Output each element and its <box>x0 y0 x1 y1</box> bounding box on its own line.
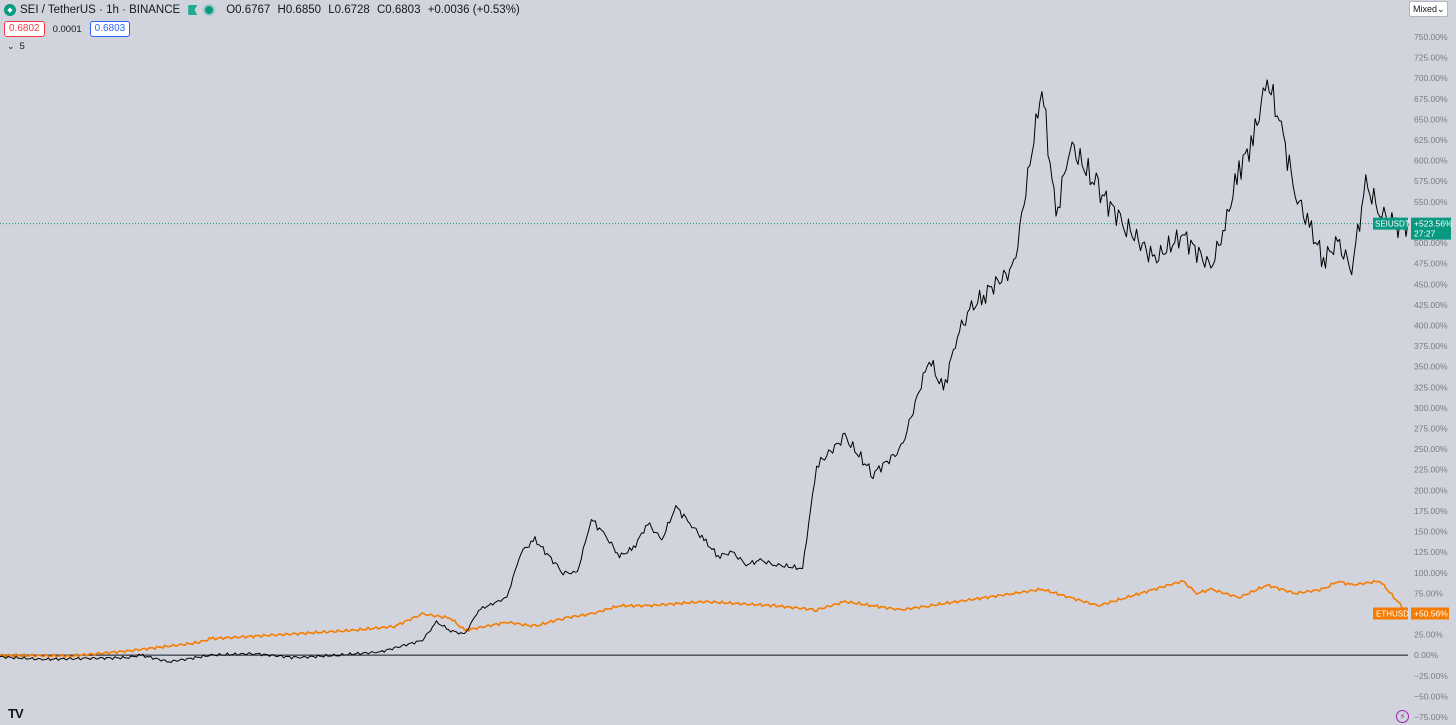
sell-button[interactable]: 0.6802 <box>4 21 45 37</box>
y-tick-label: 650.00% <box>1414 114 1448 124</box>
y-tick-label: 350.00% <box>1414 362 1448 372</box>
seiusdt-value-label: +523.56% <box>1414 219 1453 229</box>
ohlc-values: O0.6767 H0.6850 L0.6728 C0.6803 +0.0036 … <box>226 4 524 16</box>
live-dot-icon <box>205 6 214 14</box>
indicators-toggle[interactable]: ⌄ 5 <box>7 41 25 52</box>
y-tick-label: 25.00% <box>1414 630 1443 640</box>
y-tick-label: 200.00% <box>1414 485 1448 495</box>
spread-value: 0.0001 <box>52 23 82 35</box>
change-value: +0.0036 (+0.53%) <box>427 4 520 16</box>
y-tick-label: 225.00% <box>1414 465 1448 475</box>
y-tick-label: 475.00% <box>1414 259 1448 269</box>
lightning-icon[interactable]: ⚡ <box>1396 710 1409 723</box>
y-tick-label: 600.00% <box>1414 156 1448 166</box>
y-tick-label: 500.00% <box>1414 238 1448 248</box>
y-tick-label: 275.00% <box>1414 424 1448 434</box>
series-line-ethusd[interactable] <box>0 579 1409 659</box>
y-tick-label: 450.00% <box>1414 279 1448 289</box>
y-tick-label: −25.00% <box>1414 671 1448 681</box>
y-tick-label: 100.00% <box>1414 568 1448 578</box>
y-tick-label: 675.00% <box>1414 94 1448 104</box>
y-tick-label: 700.00% <box>1414 73 1448 83</box>
scale-mode-select[interactable]: Mixed ⌄ <box>1409 1 1448 17</box>
y-tick-label: 625.00% <box>1414 135 1448 145</box>
y-tick-label: 400.00% <box>1414 320 1448 330</box>
buy-button[interactable]: 0.6803 <box>89 21 131 37</box>
chevron-down-icon: ⌄ <box>7 41 15 51</box>
y-tick-label: 125.00% <box>1414 547 1448 557</box>
sei-logo-icon: ◆ <box>4 4 16 16</box>
legend-header: ◆ SEI / TetherUS · 1h · BINANCE O0.6767 … <box>4 2 524 18</box>
y-tick-label: 750.00% <box>1414 32 1448 42</box>
open-value: O0.6767 <box>226 4 271 16</box>
y-tick-label: 425.00% <box>1414 300 1448 310</box>
y-tick-label: 575.00% <box>1414 176 1448 186</box>
ethusd-price-badge: ETHUSD +50.56% <box>1373 607 1449 620</box>
scale-mode-label: Mixed <box>1413 4 1438 14</box>
quote-row: 0.6802 0.0001 0.6803 <box>4 21 131 37</box>
seiusdt-price-badge: SEIUSDT +523.56%27:27 <box>1373 217 1453 240</box>
y-tick-label: 250.00% <box>1414 444 1448 454</box>
ethusd-series-name: ETHUSD <box>1376 610 1409 619</box>
flag-icon[interactable] <box>188 5 198 15</box>
low-value: L0.6728 <box>328 4 370 16</box>
y-tick-label: 325.00% <box>1414 382 1448 392</box>
y-tick-label: 300.00% <box>1414 403 1448 413</box>
y-tick-label: 150.00% <box>1414 527 1448 537</box>
ethusd-value-label: +50.56% <box>1414 609 1448 619</box>
seiusdt-series-name: SEIUSDT <box>1375 220 1410 229</box>
close-value: C0.6803 <box>377 4 421 16</box>
bar-countdown: 27:27 <box>1414 229 1436 239</box>
y-tick-label: 175.00% <box>1414 506 1448 516</box>
indicators-count: 5 <box>19 41 25 52</box>
series-line-seiusdt[interactable] <box>0 79 1409 664</box>
y-tick-label: 725.00% <box>1414 53 1448 63</box>
symbol-title[interactable]: SEI / TetherUS · 1h · BINANCE <box>20 4 181 16</box>
high-value: H0.6850 <box>277 4 322 16</box>
chevron-down-icon: ⌄ <box>1437 3 1445 14</box>
y-tick-label: 550.00% <box>1414 197 1448 207</box>
y-tick-label: −75.00% <box>1414 712 1448 722</box>
tradingview-logo-icon[interactable]: TV <box>8 706 24 721</box>
y-tick-label: −50.00% <box>1414 691 1448 701</box>
y-tick-label: 75.00% <box>1414 588 1443 598</box>
y-tick-label: 375.00% <box>1414 341 1448 351</box>
y-tick-label: 0.00% <box>1414 650 1439 660</box>
